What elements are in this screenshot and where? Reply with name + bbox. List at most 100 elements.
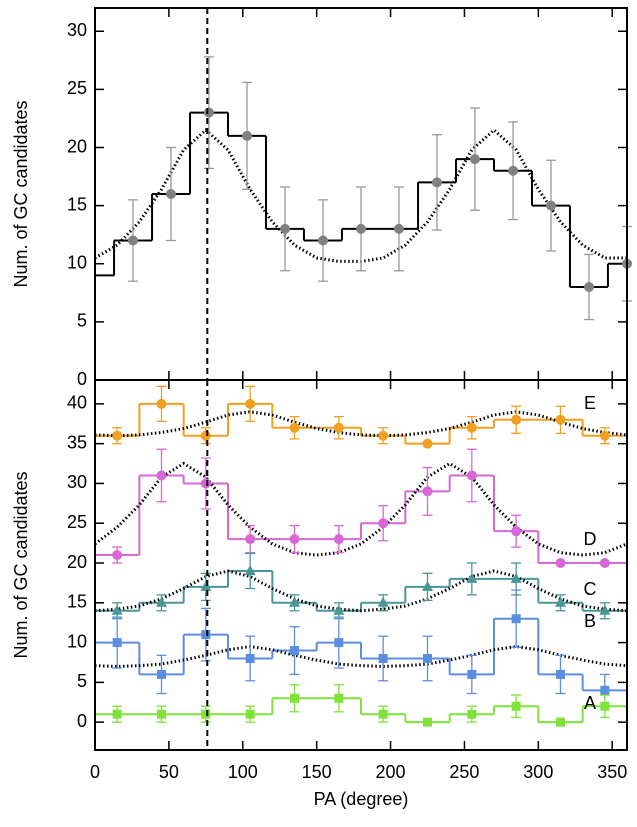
- x-tick-label: 0: [90, 762, 100, 782]
- y-tick-label: 30: [67, 472, 87, 492]
- point: [112, 638, 122, 648]
- point: [555, 596, 566, 607]
- point: [245, 398, 256, 409]
- series-label: A: [584, 693, 596, 713]
- point: [431, 177, 442, 188]
- point: [556, 669, 565, 679]
- point: [600, 685, 610, 695]
- point: [156, 470, 167, 481]
- point: [546, 200, 557, 211]
- point: [356, 223, 366, 234]
- point: [422, 438, 433, 449]
- point: [201, 709, 211, 719]
- y-tick-label: 20: [67, 136, 87, 156]
- point: [584, 282, 595, 292]
- point: [508, 165, 519, 176]
- point: [422, 580, 433, 591]
- x-tick-label: 50: [159, 762, 179, 782]
- point: [378, 709, 388, 719]
- y-tick-label: 15: [67, 194, 87, 214]
- x-tick-label: 250: [449, 762, 479, 782]
- y-tick-label: 25: [67, 512, 87, 532]
- point: [333, 534, 344, 545]
- x-tick-label: 200: [376, 762, 406, 782]
- point: [289, 534, 300, 545]
- x-tick-label: 100: [228, 762, 258, 782]
- y-tick-label: 0: [77, 711, 87, 731]
- y-tick-label: 20: [67, 552, 87, 572]
- point: [280, 223, 291, 234]
- point: [333, 604, 345, 615]
- point: [555, 414, 566, 425]
- y-tick-label: 35: [67, 432, 87, 452]
- point: [422, 486, 433, 497]
- point: [599, 604, 611, 615]
- plot-frame: [94, 379, 628, 751]
- fit-curve: [94, 569, 628, 613]
- series-label: C: [584, 579, 597, 599]
- point: [200, 478, 211, 489]
- point: [245, 534, 256, 545]
- point: [289, 596, 300, 607]
- point: [112, 550, 123, 561]
- point: [156, 398, 167, 409]
- point: [334, 638, 344, 648]
- point: [600, 701, 610, 711]
- point: [599, 558, 610, 569]
- point: [511, 526, 522, 537]
- point: [466, 470, 477, 481]
- point: [556, 717, 565, 727]
- y-axis-label: Num. of GC candidates: [11, 471, 31, 658]
- y-tick-label: 15: [67, 592, 87, 612]
- series-label: E: [584, 393, 596, 413]
- point: [511, 614, 521, 624]
- point: [290, 693, 299, 703]
- point: [555, 558, 566, 569]
- series-label: D: [584, 529, 597, 549]
- y-axis-label: Num. of GC candidates: [11, 100, 31, 287]
- point: [469, 154, 480, 165]
- point: [378, 653, 388, 663]
- point: [466, 572, 478, 583]
- point: [111, 604, 123, 615]
- point: [165, 189, 176, 199]
- point: [467, 709, 477, 719]
- y-tick-label: 5: [77, 671, 87, 691]
- point: [467, 669, 477, 679]
- y-tick-label: 0: [77, 369, 87, 389]
- point: [203, 107, 214, 118]
- point: [378, 430, 389, 441]
- series-label: B: [584, 611, 596, 631]
- y-tick-label: 40: [67, 393, 87, 413]
- point: [290, 646, 299, 656]
- point: [511, 701, 521, 711]
- point: [599, 430, 610, 441]
- point: [157, 669, 166, 679]
- point: [200, 580, 212, 591]
- y-tick-label: 5: [77, 311, 87, 331]
- fit-curve: [94, 645, 628, 668]
- point: [511, 414, 522, 425]
- point: [244, 564, 256, 575]
- point: [423, 717, 432, 727]
- x-tick-label: 300: [523, 762, 553, 782]
- fit-curve: [94, 410, 628, 438]
- x-axis-label: PA (degree): [314, 789, 409, 809]
- point: [510, 572, 522, 583]
- point: [245, 653, 255, 663]
- point: [245, 709, 255, 719]
- point: [112, 709, 122, 719]
- point: [423, 653, 432, 663]
- point: [333, 422, 344, 433]
- point: [378, 518, 389, 529]
- point: [242, 130, 253, 141]
- fit-curve: [94, 461, 628, 557]
- point: [334, 693, 344, 703]
- y-tick-label: 10: [67, 631, 87, 651]
- point: [127, 235, 138, 246]
- point: [289, 422, 300, 433]
- point: [200, 430, 211, 441]
- y-tick-label: 25: [67, 78, 87, 98]
- point: [201, 630, 211, 640]
